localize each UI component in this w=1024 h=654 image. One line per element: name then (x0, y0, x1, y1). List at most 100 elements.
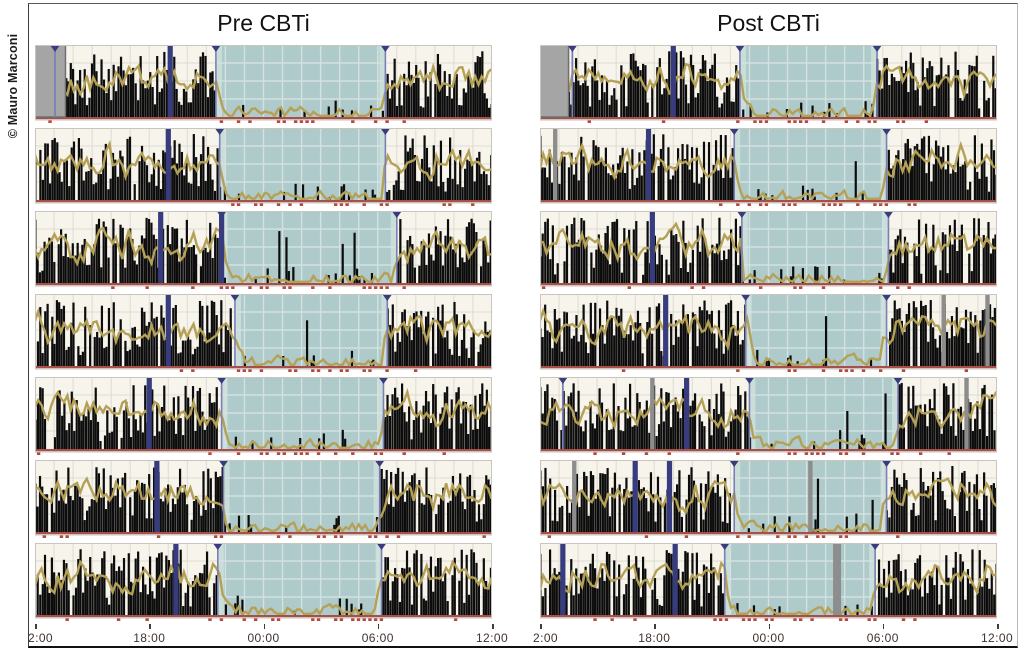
actogram-day-row (540, 211, 997, 289)
panel-title-pre: Pre CBTi (217, 10, 310, 36)
rest-boundary-marker (883, 211, 894, 218)
light-exposure-line (540, 307, 997, 367)
axis-label: 18:00 (133, 631, 166, 645)
axis-tick (882, 624, 885, 629)
axis-tick (263, 624, 265, 629)
baseline (35, 283, 492, 287)
light-exposure-line (540, 140, 997, 202)
rest-boundary-marker (380, 45, 391, 52)
copyright-text: © Mauro Marconi (6, 33, 20, 139)
gray-marker (985, 294, 990, 366)
actogram-day-row (35, 45, 492, 123)
figure-frame: Pre CBTi Post CBTi 2:00 18:00 00:00 06:0… (28, 3, 1018, 648)
time-axis-pre: 2:00 18:00 00:00 06:00 12:00 (28, 623, 508, 647)
baseline (35, 117, 492, 121)
light-exposure-line (540, 221, 997, 284)
light-exposure-line (35, 476, 492, 533)
light-exposure-line (540, 62, 997, 118)
event-marker (146, 377, 152, 449)
actogram-day-row (35, 211, 492, 289)
event-marker (219, 211, 225, 283)
axis-tick (149, 624, 151, 629)
event-marker (158, 211, 164, 283)
axis-tick (35, 624, 37, 629)
light-exposure-line (35, 139, 492, 202)
rest-boundary-marker (216, 377, 227, 384)
axis-tick (540, 624, 542, 629)
axis-label: 18:00 (638, 631, 671, 645)
no-data-block (540, 45, 570, 118)
rest-boundary-marker (872, 45, 883, 52)
axis-tick (377, 624, 380, 629)
rest-boundary-marker (391, 211, 402, 218)
actogram-day-row (35, 543, 492, 621)
event-marker (165, 294, 171, 366)
rest-boundary-marker (214, 128, 225, 135)
axis-label: 12:00 (980, 631, 1014, 645)
event-pin-marker (49, 45, 60, 52)
actogram-panel-pre (35, 45, 492, 626)
actogram-day-row (540, 45, 997, 123)
time-axis-post: 2:00 18:00 00:00 06:00 12:00 (533, 623, 1013, 647)
light-exposure-line (35, 559, 492, 617)
actogram-day-row (540, 377, 997, 455)
axis-tick (768, 624, 770, 629)
event-marker (684, 377, 690, 449)
actogram-day-row (540, 460, 997, 538)
baseline (35, 366, 492, 370)
rest-boundary-marker (382, 294, 393, 301)
actogram-day-row (35, 377, 492, 455)
rest-boundary-marker (881, 460, 892, 467)
actogram-day-row (540, 294, 997, 372)
panel-title-post: Post CBTi (717, 10, 820, 36)
event-marker (645, 128, 652, 200)
axis-label: 2:00 (533, 631, 558, 645)
rest-boundary-marker (729, 460, 740, 467)
rest-boundary-marker (210, 45, 221, 52)
rest-boundary-marker (378, 377, 389, 384)
actogram-day-row (35, 460, 492, 538)
no-data-block (35, 45, 67, 118)
axis-label: 00:00 (247, 631, 280, 645)
event-pin-marker (557, 377, 568, 384)
event-marker (154, 460, 160, 532)
baseline (540, 283, 997, 287)
gray-marker (650, 377, 655, 449)
axis-label: 06:00 (361, 631, 394, 645)
event-marker (666, 460, 673, 532)
axis-label: 2:00 (28, 631, 53, 645)
gray-marker (941, 294, 946, 366)
rest-boundary-marker (881, 294, 892, 301)
gray-marker (833, 543, 842, 615)
event-marker (173, 543, 179, 615)
axis-tick (997, 624, 999, 629)
event-marker (663, 294, 669, 366)
rest-boundary-marker (729, 128, 740, 135)
rest-boundary-marker (374, 460, 385, 467)
rest-boundary-marker (212, 543, 223, 550)
light-exposure-line (540, 391, 997, 450)
gray-marker (553, 128, 558, 200)
light-exposure-line (35, 307, 492, 368)
baseline (540, 200, 997, 204)
rest-boundary-marker (380, 128, 391, 135)
actogram-panel-post (540, 45, 997, 626)
baseline (35, 615, 492, 619)
gray-marker (808, 460, 813, 532)
axis-tick (654, 624, 656, 629)
event-marker (672, 543, 678, 615)
rest-boundary-marker (744, 377, 755, 384)
event-pin-marker (567, 45, 578, 52)
rest-boundary-marker (870, 543, 881, 550)
event-marker (670, 45, 676, 117)
baseline (540, 366, 997, 370)
baseline (35, 200, 492, 204)
axis-tick (492, 624, 494, 629)
rest-boundary-marker (892, 377, 903, 384)
light-exposure-line (35, 387, 492, 451)
rest-boundary-marker (229, 294, 240, 301)
baseline (540, 532, 997, 536)
rest-boundary-marker (218, 460, 229, 467)
axis-label: 12:00 (475, 631, 509, 645)
